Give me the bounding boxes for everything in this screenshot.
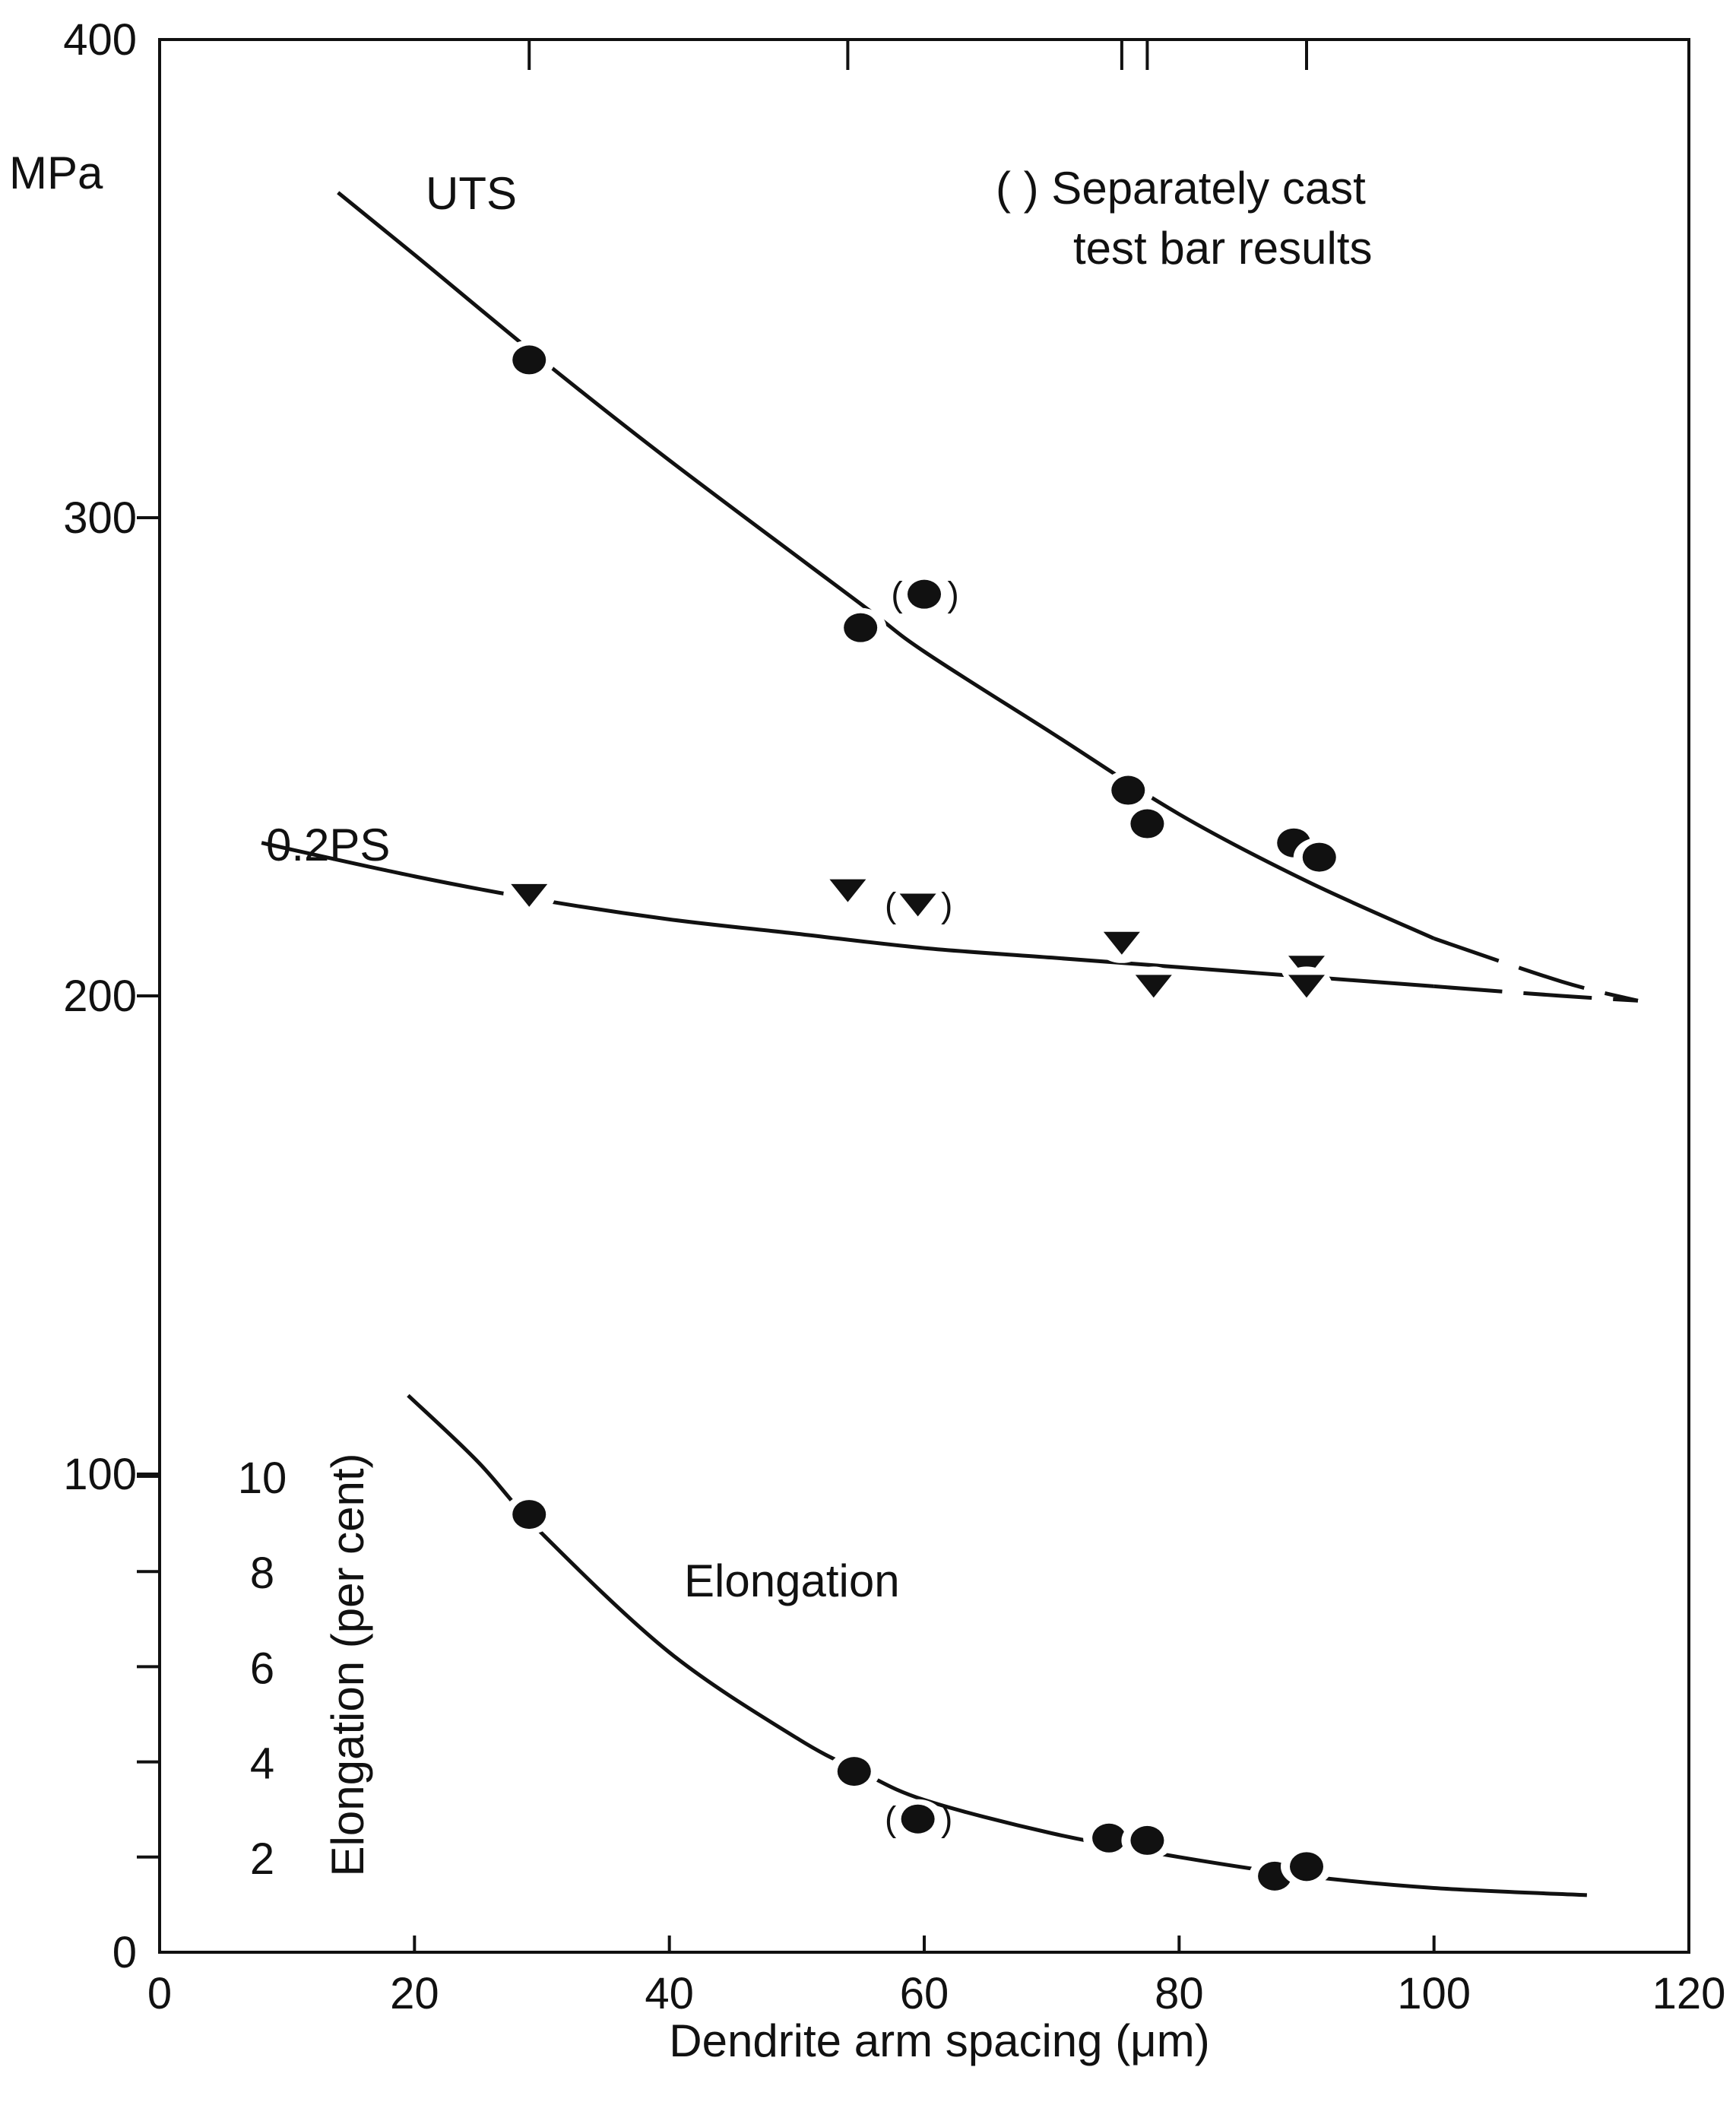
y2-tick-label-10: 10 [238, 1454, 287, 1503]
data-points: () () () [503, 340, 1345, 1896]
axis-ticks [137, 40, 1690, 1952]
elongation-axis-title: Elongation (per cent) [322, 1454, 373, 1877]
y-tick-label-400: 400 [63, 15, 137, 65]
curve-1-dashed [1433, 984, 1639, 1003]
y-tick-label-0: 0 [112, 1928, 137, 1977]
x-axis-title: Dendrite arm spacing (μm) [669, 2015, 1209, 2066]
fitted-curves [261, 191, 1639, 1898]
series-2-point-2 [901, 1804, 935, 1834]
series-0-point-0 [512, 345, 546, 375]
legend-note-line-2: test bar results [1073, 223, 1373, 274]
series-2-point-4 [1130, 1825, 1164, 1855]
y2-tick-label-4: 4 [250, 1739, 274, 1789]
y-tick-label-100: 100 [63, 1450, 137, 1499]
series-1-point-2 [899, 893, 936, 917]
x-tick-label-60: 60 [900, 1969, 949, 2018]
x-tick-label-80: 80 [1155, 1969, 1204, 2018]
curve-2 [407, 1393, 1587, 1898]
curve-0-dashed [1433, 937, 1639, 1003]
y-tick-label-200: 200 [63, 972, 137, 1021]
series-2-point-1 [837, 1757, 871, 1787]
series-0-point-1 [844, 613, 878, 642]
series-0-point-6 [1302, 842, 1336, 872]
series-1-point-6 [1288, 975, 1325, 998]
series-1-point-3 [1103, 931, 1140, 955]
curve-0-solid [337, 191, 1435, 940]
series-0-point-3 [1111, 775, 1145, 805]
x-tick-label-40: 40 [645, 1969, 694, 2018]
series-0-point-4 [1130, 809, 1164, 839]
series-0-point-2 [908, 579, 941, 609]
series-2-point-0 [512, 1500, 546, 1530]
y-tick-label-300: 300 [63, 493, 137, 543]
series-1-point-0 [511, 883, 548, 907]
series-0-point-2-open-paren: ( [891, 575, 903, 614]
plot-frame [158, 38, 1690, 1954]
series-2-point-3 [1092, 1823, 1126, 1853]
series-1-point-2-open-paren: ( [885, 885, 897, 924]
tick-labels: 0 20 40 60 80 100 120 0 100 200 300 400 2 4 6 8 10 [63, 15, 1725, 2018]
curve-1-solid [261, 841, 1434, 988]
series-1-point-4 [1135, 975, 1172, 998]
x-tick-label-0: 0 [147, 1969, 172, 2018]
x-tick-label-100: 100 [1397, 1969, 1471, 2018]
series-2-point-6 [1290, 1852, 1323, 1882]
legend-note-line-1: ( ) Separately cast [996, 163, 1366, 214]
elongation-curve-label: Elongation [684, 1555, 900, 1606]
y2-tick-label-2: 2 [250, 1834, 274, 1884]
y-axis-unit-label: MPa [9, 147, 103, 198]
y2-tick-label-6: 6 [250, 1644, 274, 1693]
uts-curve-label: UTS [426, 168, 517, 219]
plot-border [158, 38, 1690, 1954]
proof-stress-curve-label: 0.2PS [266, 820, 390, 870]
x-tick-label-120: 120 [1652, 1969, 1726, 2018]
x-tick-label-20: 20 [390, 1969, 439, 2018]
series-1-point-1 [829, 879, 866, 902]
series-2-point-2-open-paren: ( [885, 1799, 897, 1839]
y2-tick-label-8: 8 [250, 1549, 274, 1598]
series-1-point-2-close-paren: ) [941, 885, 952, 924]
series-2-point-2-close-paren: ) [941, 1799, 952, 1839]
series-0-point-2-close-paren: ) [947, 575, 958, 614]
